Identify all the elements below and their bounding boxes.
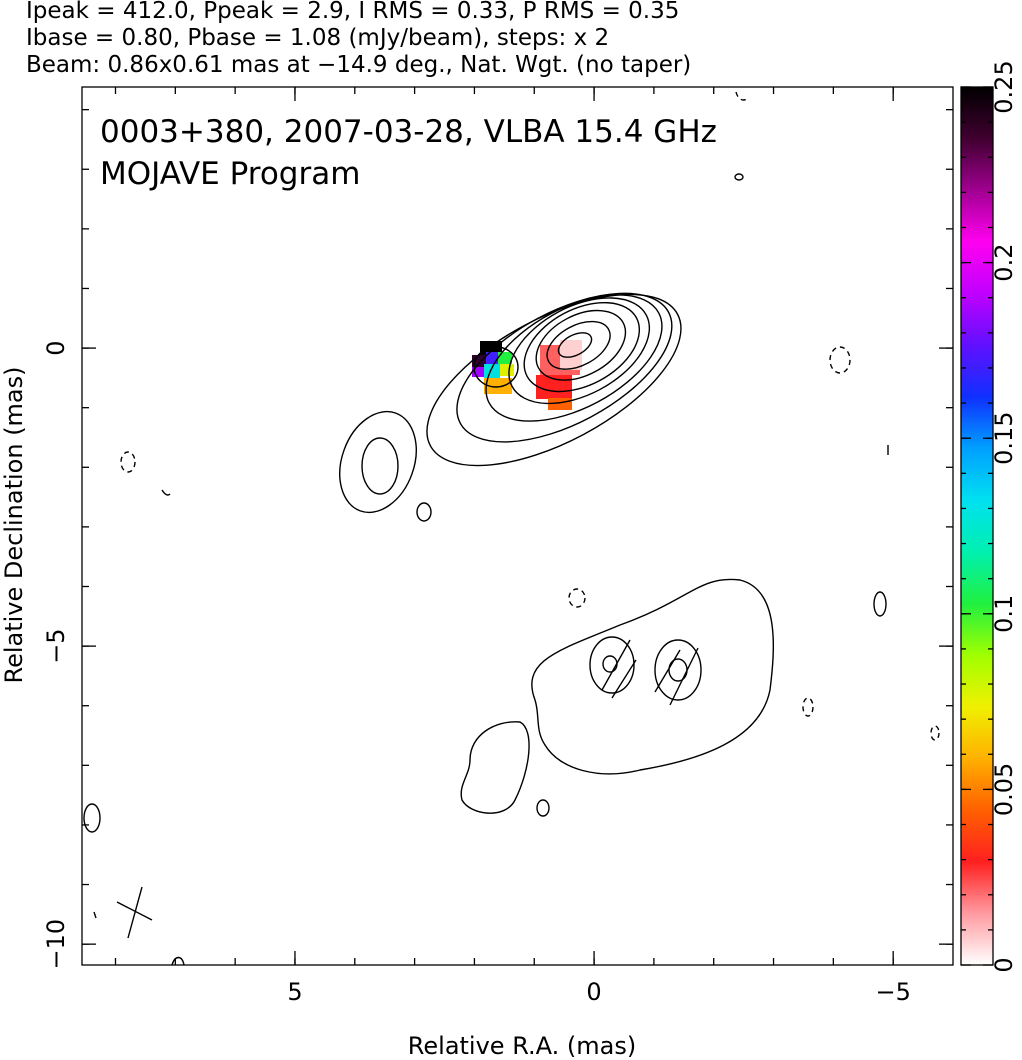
colorbar-tick-label: 0.15 — [990, 411, 1018, 464]
colorbar-tick-label: 0 — [990, 957, 1018, 972]
y-tick-label: −5 — [42, 628, 70, 663]
header-line: Ibase = 0.80, Pbase = 1.08 (mJy/beam), s… — [26, 25, 609, 51]
colorbar-tick-label: 0.25 — [990, 60, 1018, 113]
map-title: 0003+380, 2007-03-28, VLBA 15.4 GHz — [100, 114, 717, 150]
y-tick-label: −10 — [42, 919, 70, 970]
colorbar-tick-label: 0.1 — [990, 595, 1018, 633]
y-axis-label: Relative Declination (mas) — [0, 366, 28, 683]
x-tick-label: 5 — [287, 978, 302, 1006]
polarization-pixels — [472, 340, 582, 410]
contours — [83, 91, 940, 966]
plot-frame — [81, 86, 954, 966]
colorbar-tick-label: 0.05 — [990, 763, 1018, 816]
y-tick-label: 0 — [42, 340, 70, 355]
header-line: Beam: 0.86x0.61 mas at −14.9 deg., Nat. … — [26, 52, 691, 78]
header-line: Ipeak = 412.0, Ppeak = 2.9, I RMS = 0.33… — [26, 0, 679, 24]
x-tick-label: 0 — [586, 978, 601, 1006]
colorbar-tick-label: 0.2 — [990, 244, 1018, 282]
colorbar — [960, 86, 994, 966]
map-subtitle: MOJAVE Program — [100, 156, 360, 192]
x-tick-label: −5 — [875, 978, 910, 1006]
x-axis-label: Relative R.A. (mas) — [408, 1032, 636, 1060]
